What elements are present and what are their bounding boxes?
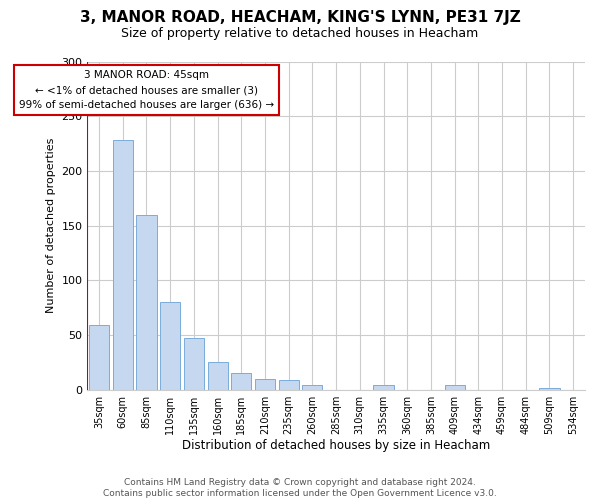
Bar <box>231 374 251 390</box>
Bar <box>113 140 133 390</box>
Text: 3, MANOR ROAD, HEACHAM, KING'S LYNN, PE31 7JZ: 3, MANOR ROAD, HEACHAM, KING'S LYNN, PE3… <box>80 10 520 25</box>
Bar <box>255 379 275 390</box>
Bar <box>373 386 394 390</box>
Bar <box>302 386 322 390</box>
Text: Size of property relative to detached houses in Heacham: Size of property relative to detached ho… <box>121 28 479 40</box>
Text: Contains HM Land Registry data © Crown copyright and database right 2024.
Contai: Contains HM Land Registry data © Crown c… <box>103 478 497 498</box>
Y-axis label: Number of detached properties: Number of detached properties <box>46 138 56 314</box>
Bar <box>184 338 204 390</box>
Bar <box>445 386 464 390</box>
Bar <box>160 302 180 390</box>
Bar <box>539 388 560 390</box>
Bar <box>208 362 227 390</box>
Bar <box>89 325 109 390</box>
Text: 3 MANOR ROAD: 45sqm
← <1% of detached houses are smaller (3)
99% of semi-detache: 3 MANOR ROAD: 45sqm ← <1% of detached ho… <box>19 70 274 110</box>
Bar <box>278 380 299 390</box>
X-axis label: Distribution of detached houses by size in Heacham: Distribution of detached houses by size … <box>182 440 490 452</box>
Bar <box>136 214 157 390</box>
